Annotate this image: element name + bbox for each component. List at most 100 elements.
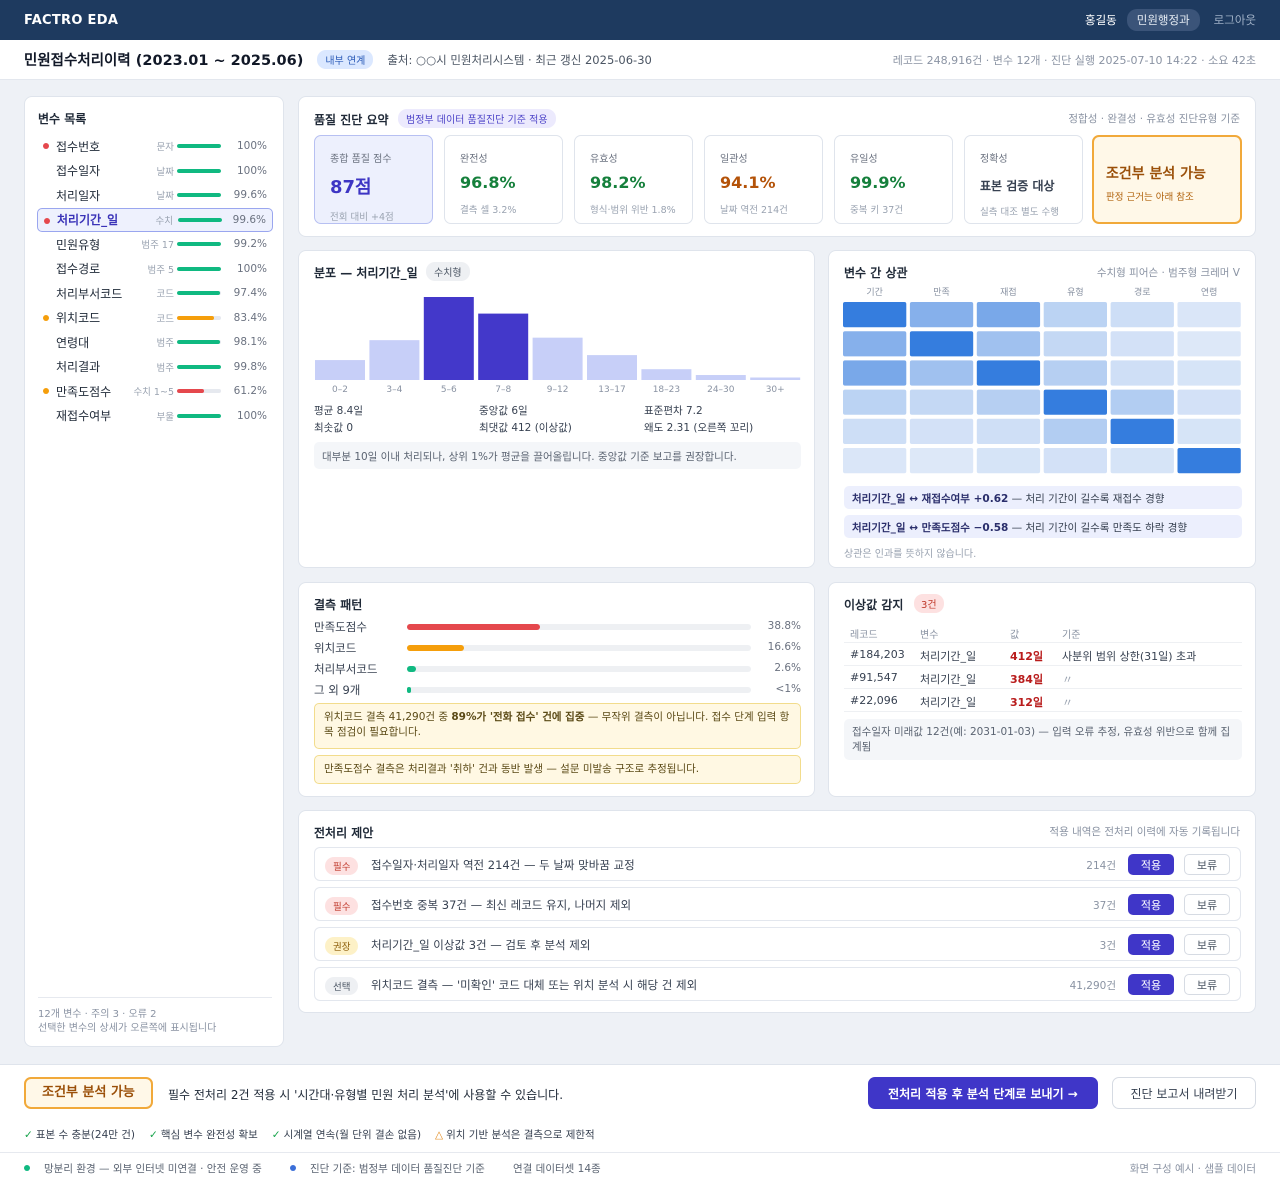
variable-type: 문자 [156,142,174,154]
apply-button[interactable]: 적용 [1128,934,1174,955]
histogram-bar [369,340,420,380]
variable-item[interactable]: 위치코드 코드 83.4% [37,306,273,331]
variable-item[interactable]: 접수번호 문자 100% [37,134,273,159]
variable-name: 처리기간_일 [920,673,977,686]
send-to-analysis-button[interactable]: 전처리 적용 후 분석 단계로 보내기 → [868,1077,1098,1109]
status-dot-icon [43,388,49,394]
completeness-bar [178,217,222,222]
metric-sub: 형식·범위 위반 1.8% [590,205,676,216]
variable-type: 수치 [155,215,173,227]
missing-fill [407,645,465,651]
hold-button[interactable]: 보류 [1184,894,1230,915]
stat-item: 표준편차 7.2 [644,405,703,417]
histogram-tick-label: 0–2 [332,385,348,395]
insight-pair: 처리기간_일 ↔ 재접수여부 +0.62 [852,493,1009,505]
preprocessing-item: 선택 위치코드 결측 — '미확인' 코드 대체 또는 위치 분석 시 해당 건 … [314,967,1241,1001]
dataset-count: 연결 데이터셋 14종 [513,1163,601,1175]
variable-name: 민원유형 [56,237,101,252]
insight-desc: — 처리 기간이 길수록 재접수 경향 [1008,493,1165,505]
heatmap-cell [843,331,907,357]
completeness-fill [177,168,221,173]
variable-item[interactable]: 민원유형 범주 17 99.2% [37,232,273,257]
variable-type: 범주 [156,338,174,350]
variable-item[interactable]: 만족도점수 수치 1~5 61.2% [37,379,273,404]
insight-desc: — 처리 기간이 길수록 만족도 하락 경향 [1008,522,1188,534]
heatmap-cell [1043,389,1107,415]
variable-type: 범주 [156,362,174,374]
heatmap-cell [1110,331,1174,357]
status-text: 진단 기준: 범정부 데이터 품질진단 기준 [310,1163,485,1175]
variable-item[interactable]: 처리일자 날짜 99.6% [37,183,273,208]
status-bar: 망분리 환경 — 외부 인터넷 미연결 · 안전 운영 중 진단 기준: 범정부… [0,1152,1280,1180]
completeness-fill [177,389,204,394]
preprocessing-count: 214건 [1086,860,1116,872]
variable-name: 처리기간_일 [57,213,119,228]
preprocessing-text: 위치코드 결측 — '미확인' 코드 대체 또는 위치 분석 시 해당 건 제외 [371,978,698,992]
status-dot-icon [43,339,49,345]
variable-name: 만족도점수 [56,384,112,399]
correlation-insight: 처리기간_일 ↔ 만족도점수 −0.58 — 처리 기간이 길수록 만족도 하락… [844,515,1242,538]
completeness-fill [177,266,221,271]
heatmap-cell [976,389,1041,415]
apply-button[interactable]: 적용 [1128,894,1174,915]
status-dot-icon [44,217,50,224]
preprocessing-item: 필수 접수일자·처리일자 역전 214건 — 두 날짜 맞바꿈 교정 214건 적용 보… [314,847,1241,881]
variable-sidebar: 변수 목록 접수번호 문자 100% 접수일자 날짜 100% 처리일자 날짜 99.6% 처리기… [24,96,284,1047]
table-row[interactable]: #22,096 처리기간_일 312일 〃 [844,689,1242,712]
heatmap-cell [909,418,974,444]
apply-button[interactable]: 적용 [1128,974,1174,995]
missing-pattern-panel: 결측 패턴 만족도점수 38.8% 위치코드 16.6% 처리부서코드 2.6% 그 외 9… [298,582,815,797]
variable-item[interactable]: 처리결과 범주 99.8% [37,355,273,380]
download-report-button[interactable]: 진단 보고서 내려받기 [1112,1077,1256,1109]
metric-card: 일관성 94.1% 날짜 역전 214건 [704,135,823,224]
distribution-note: 대부분 10일 이내 처리되나, 상위 1%가 평균을 끌어올립니다. 중앙값 … [314,442,801,469]
preprocessing-count: 3건 [1099,940,1116,952]
metric-sub: 판정 근거는 아래 참조 [1106,192,1194,203]
variable-name: 처리결과 [56,360,101,375]
heatmap-cell [976,360,1041,386]
warning-icon: △ [435,1129,444,1141]
variable-type: 범주 17 [141,240,174,252]
completeness-bar [177,291,221,296]
variable-item[interactable]: 접수경로 범주 5 100% [37,257,273,282]
variable-item[interactable]: 연령대 범주 98.1% [37,330,273,355]
verdict-message: 필수 전처리 2건 적용 시 '시간대·유형별 민원 처리 분석'에 사용할 수… [168,1088,564,1102]
check-text: 표본 수 충분(24만 건) [35,1129,135,1141]
apply-button[interactable]: 적용 [1128,854,1174,875]
heatmap-column-label: 기간 [866,287,883,298]
outlier-count-badge: 3건 [914,594,944,613]
logout-link[interactable]: 로그아웃 [1213,13,1256,27]
hold-button[interactable]: 보류 [1184,974,1230,995]
distribution-title: 분포 — 처리기간_일 [314,266,418,280]
completeness-bar [177,315,221,320]
histogram-bar [478,313,529,380]
hold-button[interactable]: 보류 [1184,854,1230,875]
heatmap-cell [909,389,974,415]
metric-label: 유일성 [850,154,878,165]
heatmap-cell [976,302,1041,328]
variable-item[interactable]: 접수일자 날짜 100% [37,159,273,184]
table-row[interactable]: #184,203 처리기간_일 412일 사분위 범위 상한(31일) 초과 [844,643,1242,666]
histogram-tick-label: 24–30 [707,385,735,395]
hold-button[interactable]: 보류 [1184,934,1230,955]
app-brand[interactable]: FACTRO EDA [24,12,119,28]
histogram-tick-label: 13–17 [598,385,625,395]
correlation-insight: 처리기간_일 ↔ 재접수여부 +0.62 — 처리 기간이 길수록 재접수 경향 [844,486,1242,509]
outlier-value: 384일 [1010,673,1044,686]
heatmap-cell [976,418,1041,444]
heatmap-cell [843,389,907,415]
preprocessing-item: 권장 처리기간_일 이상값 3건 — 검토 후 분석 제외 3건 적용 보류 [314,927,1241,961]
metric-card: 유일성 99.9% 중복 키 37건 [834,135,953,224]
variable-type: 코드 [156,289,174,301]
table-row[interactable]: #91,547 처리기간_일 384일 〃 [844,666,1242,689]
metric-card: 완전성 96.8% 결측 셀 3.2% [444,135,563,224]
variable-item[interactable]: 처리기간_일 수치 99.6% [37,207,273,232]
status-dot-icon [43,364,49,370]
correlation-caption: 상관은 인과를 뜻하지 않습니다. [844,549,977,560]
missing-bar [407,624,751,630]
variable-item[interactable]: 재접수여부 부울 100% [37,404,273,429]
missing-variable: 그 외 9개 [314,683,361,697]
variable-item[interactable]: 처리부서코드 코드 97.4% [37,281,273,306]
variable-name: 재접수여부 [56,409,112,424]
completeness-fill [177,144,221,149]
